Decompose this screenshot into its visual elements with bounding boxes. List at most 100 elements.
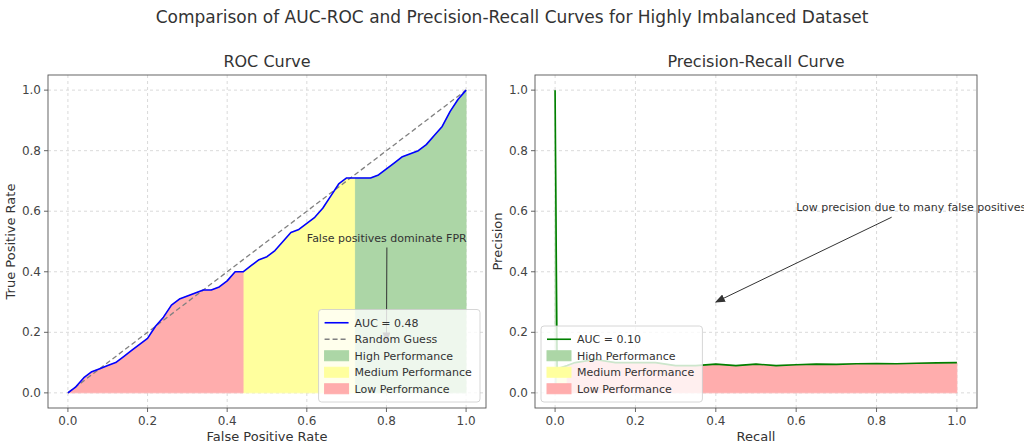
- tick: [44, 332, 48, 333]
- legend-swatch: [325, 351, 349, 361]
- plot-frame: [535, 75, 977, 408]
- plot-background: [535, 75, 977, 408]
- legend-label: Medium Performance: [577, 366, 694, 379]
- subplot: 0.0 0.2 0.4 0.6 0.8 1.0 0.0 0.2 0.4 0.6 0.8 1.0 Prec…: [490, 52, 1024, 444]
- area: [243, 178, 354, 393]
- tick-label: 0.0: [546, 414, 565, 428]
- legend-box: [541, 326, 702, 402]
- tick: [531, 211, 535, 212]
- annotation: False positives dominate FPR: [307, 232, 467, 245]
- tick-label: 0.2: [509, 325, 528, 339]
- tick-label: 0.6: [509, 204, 528, 218]
- legend: AUC = 0.10 High Performance Medium Perform…: [541, 326, 702, 402]
- legend-label: High Performance: [577, 350, 676, 363]
- tick-label: 1.0: [457, 414, 476, 428]
- grid-line: [956, 75, 957, 408]
- grid-line: [796, 75, 797, 408]
- legend-label: Random Guess: [355, 333, 438, 346]
- grid-line: [535, 271, 977, 272]
- tick-label: 0.4: [509, 265, 528, 279]
- tick: [67, 408, 68, 412]
- annotation: Low precision due to many false positive…: [796, 201, 1024, 214]
- area: [68, 272, 243, 393]
- chart-title: ROC Curve: [223, 52, 310, 71]
- tick: [796, 408, 797, 412]
- axis-label: False Positive Rate: [207, 429, 328, 444]
- tick-label: 0.8: [867, 414, 886, 428]
- tick: [44, 392, 48, 393]
- legend-items: AUC = 0.48 Random Guess High Performance Me…: [325, 317, 472, 396]
- legend: AUC = 0.48 Random Guess High Performance Me…: [319, 310, 480, 403]
- grid-line: [48, 90, 486, 91]
- tick-label: 0.0: [58, 414, 77, 428]
- tick: [386, 408, 387, 412]
- grid-line: [67, 75, 68, 408]
- tick: [876, 408, 877, 412]
- tick-label: 0.4: [22, 265, 41, 279]
- tick: [44, 90, 48, 91]
- tick: [44, 271, 48, 272]
- tick-label: 0.6: [297, 414, 316, 428]
- tick: [227, 408, 228, 412]
- axis-label: Precision: [490, 212, 505, 270]
- tick-label: 1.0: [509, 83, 528, 97]
- tick: [44, 150, 48, 151]
- tick: [555, 408, 556, 412]
- legend-items: AUC = 0.10 High Performance Medium Perform…: [547, 333, 694, 396]
- tick-label: 0.2: [138, 414, 157, 428]
- tick: [44, 211, 48, 212]
- tick-label: 1.0: [947, 414, 966, 428]
- tick: [531, 392, 535, 393]
- tick: [531, 150, 535, 151]
- plot-frame: [48, 75, 486, 408]
- tick-label: 0.6: [22, 204, 41, 218]
- tick: [147, 408, 148, 412]
- legend-swatch: [325, 384, 349, 394]
- legend-label: Medium Performance: [355, 366, 472, 379]
- tick-label: 0.2: [22, 325, 41, 339]
- tick-label: 0.4: [706, 414, 725, 428]
- grid-line: [876, 75, 877, 408]
- tick-label: 0.8: [22, 144, 41, 158]
- tick: [466, 408, 467, 412]
- legend-label: High Performance: [355, 350, 454, 363]
- tick-label: 0.6: [787, 414, 806, 428]
- tick-label: 0.4: [218, 414, 237, 428]
- legend-swatch: [325, 367, 349, 377]
- legend-label: AUC = 0.48: [355, 317, 419, 330]
- figure: Comparison of AUC-ROC and Precision-Reca…: [0, 0, 1024, 448]
- tick: [531, 271, 535, 272]
- figure-title: Comparison of AUC-ROC and Precision-Reca…: [156, 7, 869, 27]
- legend-swatch: [325, 338, 349, 340]
- legend-swatch: [325, 322, 349, 324]
- grid-line: [535, 150, 977, 151]
- axis-label: True Positive Rate: [3, 184, 18, 301]
- tick: [531, 332, 535, 333]
- legend-swatch: [547, 384, 571, 394]
- legend-label: Low Performance: [577, 383, 672, 396]
- tick-label: 0.2: [626, 414, 645, 428]
- legend-swatch: [547, 351, 571, 361]
- legend-label: Low Performance: [355, 383, 450, 396]
- tick-label: 0.0: [509, 386, 528, 400]
- legend-swatch: [547, 338, 571, 340]
- tick: [635, 408, 636, 412]
- legend-swatch: [547, 367, 571, 377]
- chart-title: Precision-Recall Curve: [667, 52, 844, 71]
- plot-background: [48, 75, 486, 408]
- grid-line: [535, 90, 977, 91]
- legend-box: [319, 310, 480, 403]
- tick: [306, 408, 307, 412]
- tick: [956, 408, 957, 412]
- legend-label: AUC = 0.10: [577, 333, 641, 346]
- tick: [531, 90, 535, 91]
- tick: [715, 408, 716, 412]
- subplot: 0.0 0.2 0.4 0.6 0.8 1.0 0.0 0.2 0.4 0.6 0.8 1.0 ROC …: [3, 52, 486, 444]
- tick-label: 1.0: [22, 83, 41, 97]
- axis-label: Recall: [737, 429, 776, 444]
- tick-label: 0.0: [22, 386, 41, 400]
- tick-label: 0.8: [377, 414, 396, 428]
- tick-label: 0.8: [509, 144, 528, 158]
- annotation-arrow: [716, 217, 892, 302]
- grid-line: [715, 75, 716, 408]
